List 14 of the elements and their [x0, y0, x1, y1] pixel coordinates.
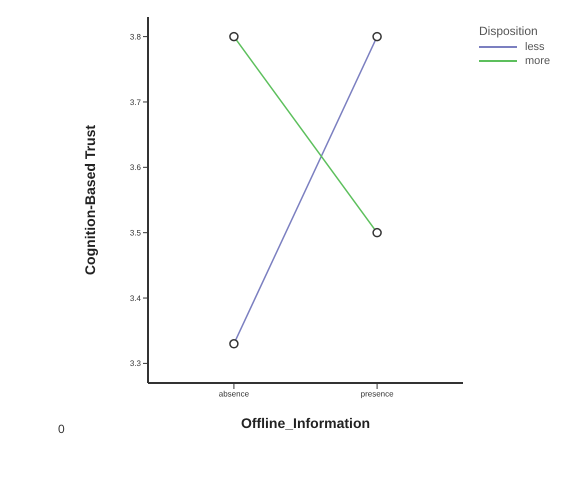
legend-label: more [525, 55, 550, 67]
y-tick-label: 3.8 [130, 32, 142, 42]
y-tick-label: 3.6 [130, 163, 142, 172]
x-axis-title: Offline_Information [240, 415, 370, 431]
y-tick-label: 3.3 [130, 359, 142, 368]
text: 0 [58, 422, 65, 436]
legend-label: less [525, 41, 545, 53]
y-tick-label: 3.4 [130, 294, 142, 303]
y-tick-label: 3.7 [130, 98, 142, 107]
x-tick-label: absence [218, 390, 250, 399]
y-tick-label: 3.5 [130, 228, 142, 238]
x-tick-label: presence [360, 390, 394, 399]
y-axis-title: Cognition-Based Trust [82, 124, 98, 276]
legend-title: Disposition [479, 24, 539, 38]
